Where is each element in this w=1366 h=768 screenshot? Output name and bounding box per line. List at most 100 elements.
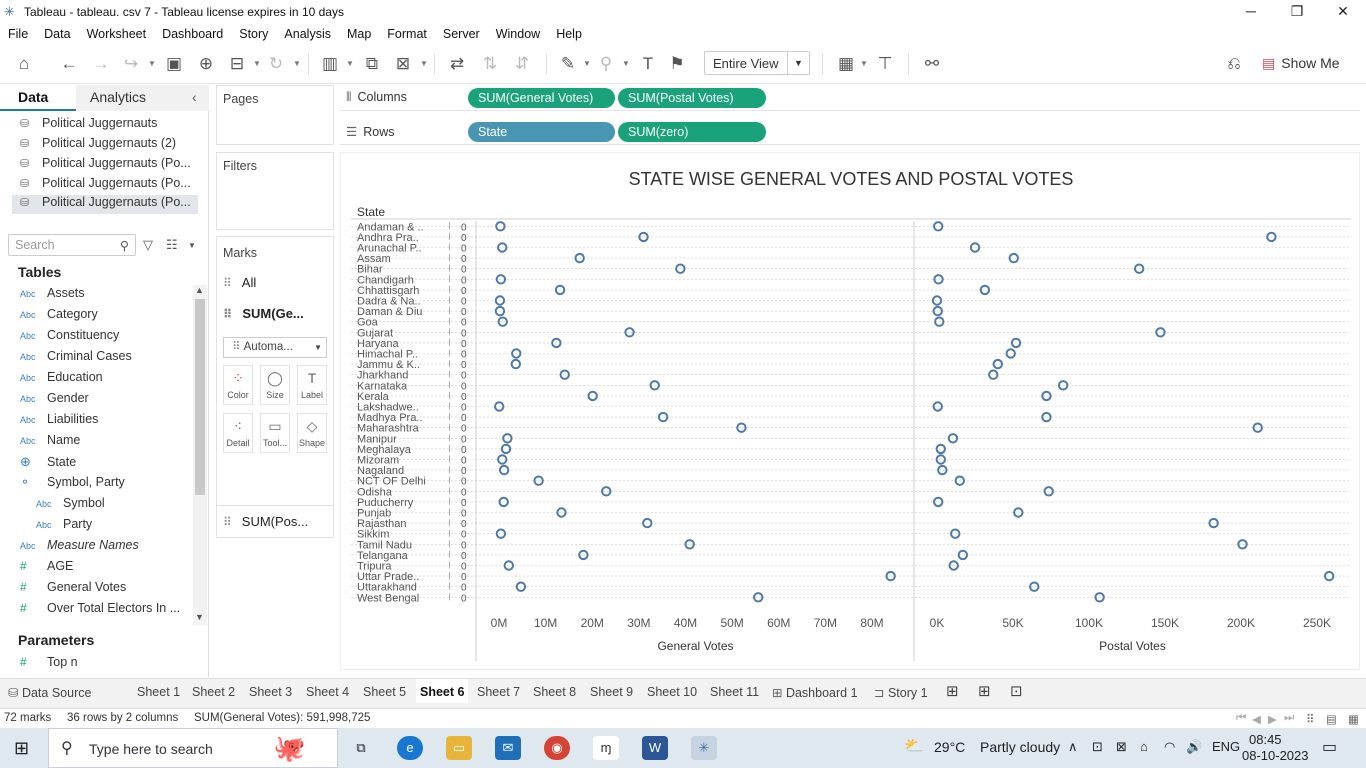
new-story-tab-icon[interactable]: ⊡ [1010, 683, 1023, 700]
marks-general-votes-row[interactable]: ⠿ SUM(Ge... [223, 306, 304, 321]
collapse-pane-icon[interactable]: ‹ [192, 89, 197, 105]
tab-sheet-3[interactable]: Sheet 3 [249, 685, 293, 699]
replay-dropdown-icon[interactable]: ▼ [148, 59, 156, 68]
group-members-icon[interactable]: ⚲ [599, 54, 613, 73]
data-source-item-active[interactable]: ⛁ Political Juggernauts (Po... [12, 195, 198, 214]
menu-dashboard[interactable]: Dashboard [162, 27, 224, 41]
menu-server[interactable]: Server [442, 27, 480, 41]
tab-sheet-8[interactable]: Sheet 8 [533, 685, 577, 699]
new-worksheet-tab-icon[interactable]: ⊞ [946, 683, 959, 700]
filter-icon[interactable]: ▽ [143, 237, 153, 252]
home-icon[interactable]: ⌂ [18, 54, 30, 73]
tab-sheet-11[interactable]: Sheet 11 [710, 685, 760, 699]
tab-sheet-4[interactable]: Sheet 4 [306, 685, 350, 699]
windows-start-icon[interactable]: ⊞ [14, 738, 30, 758]
detail-button[interactable]: ⁖ Detail [223, 413, 253, 453]
menu-data[interactable]: Data [44, 27, 71, 41]
fix-axes-icon[interactable]: ⚑ [669, 54, 685, 73]
minimize-button[interactable]: ─ [1246, 3, 1256, 19]
nav-last-icon[interactable]: ⏭ [1284, 712, 1295, 724]
sort-ascending-icon[interactable]: ⇅ [482, 54, 498, 73]
clear-sheet-icon[interactable]: ⊠ [395, 54, 411, 73]
field-item[interactable]: ⊕ State [0, 454, 190, 473]
task-view-icon[interactable]: ⧉ [356, 740, 366, 755]
new-dashboard-tab-icon[interactable]: ⊞ [978, 683, 991, 700]
volume-icon[interactable]: 🔊 [1186, 739, 1203, 754]
wifi-icon[interactable]: ◠ [1164, 739, 1176, 754]
duplicate-sheet-icon[interactable]: ⧉ [365, 54, 379, 73]
field-item[interactable]: Abc Education [0, 370, 190, 389]
mail-icon[interactable]: ✉ [495, 736, 521, 760]
tab-sheet-6[interactable]: Sheet 6 [416, 679, 469, 703]
chrome-icon[interactable]: ◉ [544, 736, 570, 760]
tab-analytics[interactable]: Analytics [76, 85, 209, 111]
field-item[interactable]: Abc Gender [0, 391, 190, 410]
word-icon[interactable]: W [642, 736, 668, 760]
field-item[interactable]: Abc Category [0, 307, 190, 326]
cards-dropdown-icon[interactable]: ▼ [860, 59, 868, 68]
data-source-item[interactable]: ⛁ Political Juggernauts (Po... [20, 176, 191, 190]
field-item[interactable]: Abc Assets [0, 286, 190, 305]
menu-window[interactable]: Window [495, 27, 541, 41]
field-item[interactable]: Abc Measure Names [0, 538, 190, 557]
fit-select[interactable]: Entire View ▼ [704, 51, 810, 75]
refresh-dropdown-icon[interactable]: ▼ [293, 59, 301, 68]
color-button[interactable]: ⁘ Color [223, 365, 253, 405]
pill-sum-zero[interactable]: SUM(zero) [618, 122, 766, 142]
pill-state[interactable]: State [468, 122, 615, 142]
tab-sheet-2[interactable]: Sheet 2 [192, 685, 236, 699]
swap-rows-columns-icon[interactable]: ⇄ [449, 54, 465, 73]
field-item[interactable]: Abc Party [0, 517, 190, 536]
pause-dropdown-icon[interactable]: ▼ [253, 59, 261, 68]
tab-sheet-5[interactable]: Sheet 5 [363, 685, 407, 699]
show-mark-labels-icon[interactable]: T [642, 54, 654, 73]
field-item[interactable]: Abc Constituency [0, 328, 190, 347]
marks-postal-votes-row[interactable]: ⠿ SUM(Pos... [223, 514, 309, 529]
fields-scrollbar[interactable]: ▲ ▼ [193, 285, 207, 625]
pause-updates-icon[interactable]: ⊟ [229, 54, 245, 73]
pages-card[interactable]: Pages [216, 85, 334, 145]
scroll-down-icon[interactable]: ▼ [195, 612, 204, 622]
parameter-item[interactable]: # Top n [0, 655, 190, 674]
show-cards-icon[interactable]: ▦ [837, 54, 855, 73]
highlight-dropdown-icon[interactable]: ▼ [583, 59, 591, 68]
label-button[interactable]: T Label [297, 365, 327, 405]
tooltip-button[interactable]: ▭ Tool... [260, 413, 290, 453]
clock-date[interactable]: 08-10-2023 [1242, 748, 1309, 763]
menu-story[interactable]: Story [239, 27, 269, 41]
scrollbar-thumb[interactable] [195, 299, 205, 495]
mark-type-select[interactable]: ⠿ Automa... ▼ [223, 337, 327, 358]
search-input[interactable]: Search ⚲ [8, 234, 136, 256]
edge-icon[interactable]: e [397, 736, 423, 760]
menu-format[interactable]: Format [387, 27, 427, 41]
tab-data[interactable]: Data [0, 85, 76, 111]
new-worksheet-icon[interactable]: ▥ [321, 54, 339, 73]
pbi-icon[interactable]: ɱ [593, 736, 619, 760]
new-data-source-icon[interactable]: ⊕ [198, 54, 214, 73]
field-item[interactable]: Abc Liabilities [0, 412, 190, 431]
tab-story-1[interactable]: ⊐ Story 1 [874, 686, 928, 700]
clock-time[interactable]: 08:45 [1249, 732, 1282, 747]
pill-sum-general-votes[interactable]: SUM(General Votes) [468, 88, 615, 108]
taskbar-search[interactable]: ⚲ Type here to search 🐙 [48, 728, 338, 768]
new-sheet-dropdown-icon[interactable]: ▼ [346, 59, 354, 68]
rows-shelf[interactable]: ☰ Rows State SUM(zero) [340, 119, 1360, 145]
tab-sheet-1[interactable]: Sheet 1 [137, 685, 181, 699]
menu-analysis[interactable]: Analysis [284, 27, 331, 41]
filmstrip-icon[interactable]: ▤ [1326, 714, 1337, 726]
group-dropdown-icon[interactable]: ▼ [622, 59, 630, 68]
notifications-icon[interactable]: ▭ [1322, 739, 1338, 756]
save-icon[interactable]: ▣ [165, 54, 183, 73]
pill-sum-postal-votes[interactable]: SUM(Postal Votes) [618, 88, 766, 108]
tab-sheet-7[interactable]: Sheet 7 [477, 685, 521, 699]
restore-button[interactable]: ❐ [1290, 3, 1304, 19]
highlight-icon[interactable]: ✎ [560, 54, 576, 73]
size-button[interactable]: ◯ Size [260, 365, 290, 405]
viz-area[interactable]: STATE WISE GENERAL VOTES AND POSTAL VOTE… [340, 152, 1360, 670]
menu-worksheet[interactable]: Worksheet [86, 27, 147, 41]
tab-dashboard-1[interactable]: ⊞ Dashboard 1 [772, 686, 858, 700]
field-item[interactable]: # General Votes [0, 580, 190, 599]
view-options-icon[interactable]: ☷ [166, 237, 178, 252]
filters-card[interactable]: Filters [216, 152, 334, 230]
nav-next-icon[interactable]: ▶ [1268, 714, 1277, 726]
